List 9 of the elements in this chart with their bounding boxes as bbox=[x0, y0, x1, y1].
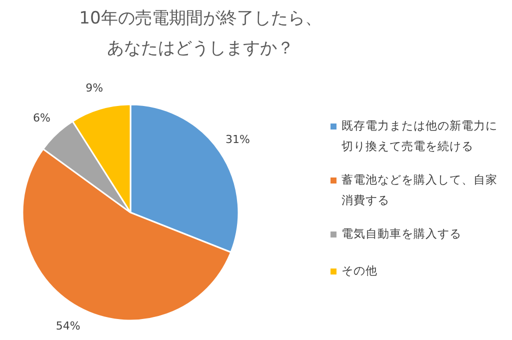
data-label: 6% bbox=[33, 112, 51, 125]
legend-label: 既存電力または他の新電力に切り換えて売電を続ける bbox=[342, 118, 498, 153]
data-label: 31% bbox=[225, 133, 250, 146]
chart-title: 10年の売電期間が終了したら、あなたはどうしますか？ bbox=[79, 8, 322, 58]
legend-label: 蓄電池などを購入して、自家消費する bbox=[342, 172, 498, 207]
legend-label: その他 bbox=[342, 264, 378, 278]
data-label: 54% bbox=[56, 320, 80, 333]
data-label: 9% bbox=[86, 82, 104, 95]
legend-label: 電気自動車を購入する bbox=[342, 226, 462, 240]
